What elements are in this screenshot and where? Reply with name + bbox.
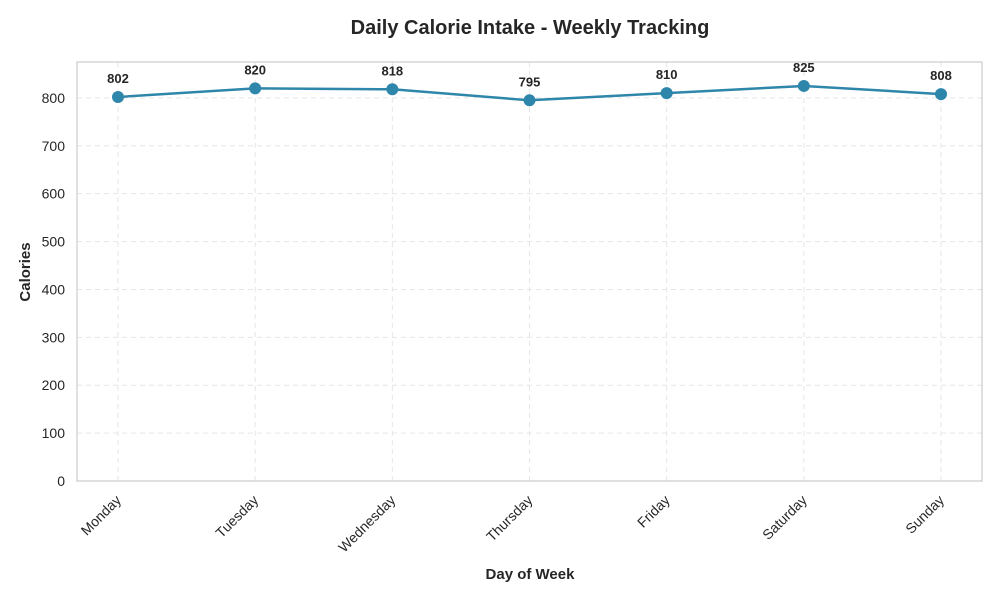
data-point [112,90,124,103]
data-labels: 802 820 818 795 810 825 808 [107,60,952,89]
data-point [523,94,536,107]
y-tick-label: 200 [42,377,66,393]
data-point [386,83,399,96]
data-point-label: 802 [107,71,129,86]
y-tick-label: 700 [42,138,66,154]
data-point-label: 795 [519,74,541,89]
y-tick-label: 800 [42,90,66,106]
grid-lines [77,62,982,482]
data-point-label: 825 [793,60,815,75]
x-axis-label: Day of Week [486,566,576,583]
y-axis-label: Calories [17,242,34,301]
data-point-label: 818 [381,63,403,78]
data-point [797,79,810,92]
y-axis-ticks: 0 100 200 300 400 500 600 700 800 [42,90,66,489]
y-tick-label: 100 [42,425,66,441]
y-tick-label: 400 [42,281,66,297]
data-point [660,87,673,100]
data-point-label: 808 [930,68,952,83]
data-point-label: 810 [656,67,678,82]
data-point [249,82,262,95]
y-tick-label: 500 [42,234,66,250]
series-layer [112,79,947,107]
y-tick-label: 0 [57,473,65,489]
chart-title: Daily Calorie Intake - Weekly Tracking [351,17,710,39]
data-point [935,88,947,101]
y-tick-label: 300 [42,329,66,345]
plot-frame [76,61,983,482]
data-point-label: 820 [244,62,266,77]
y-tick-label: 600 [42,186,66,202]
